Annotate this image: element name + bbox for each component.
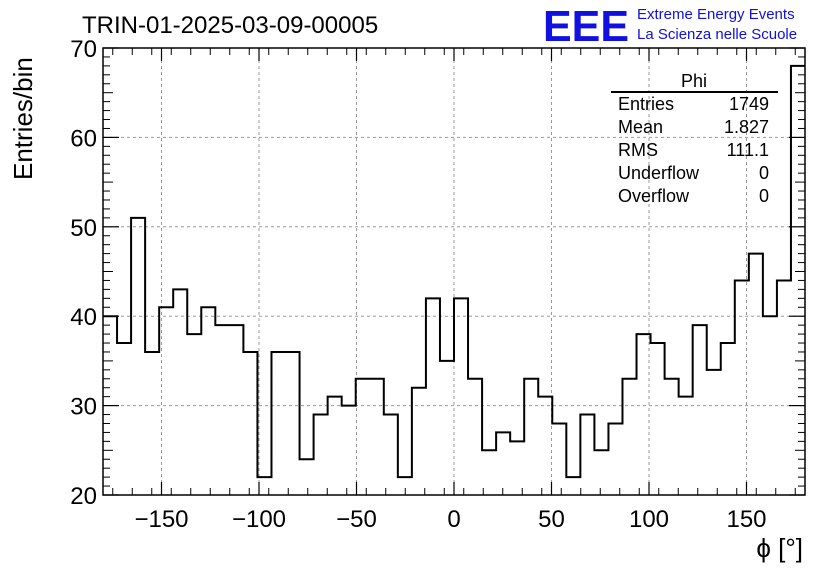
stats-row-value: 1749	[729, 94, 769, 114]
stats-box: Phi Entries 1749 Mean 1.827 RMS 111.1 Underflo…	[611, 71, 778, 206]
project-name: Extreme Energy Events	[637, 6, 795, 23]
stats-row-value: 111.1	[727, 140, 769, 160]
x-tick-label: 50	[538, 506, 565, 533]
stats-row-label: Overflow	[618, 186, 690, 206]
stats-row-label: Entries	[618, 94, 674, 114]
x-tick-label: 0	[447, 506, 460, 533]
eee-logo: EEE	[543, 2, 629, 51]
stats-row-label: RMS	[618, 140, 658, 160]
x-tick-label: −150	[134, 506, 188, 533]
y-tick-label: 20	[70, 483, 97, 510]
project-subtitle: La Scienza nelle Scuole	[637, 26, 797, 43]
x-tick-label: −50	[336, 506, 377, 533]
plot-frame	[102, 47, 806, 496]
stats-row-value: 0	[759, 163, 769, 183]
y-tick-label: 50	[70, 215, 97, 242]
stats-row-value: 0	[759, 186, 769, 206]
stats-row-value: 1.827	[724, 117, 769, 137]
tick-labels: −150 −100 −50 0 50 100 150 20 30 40 50 60 70	[70, 36, 766, 533]
y-tick-label: 40	[70, 304, 97, 331]
y-axis-label: Entries/bin	[8, 57, 38, 180]
stats-row-label: Mean	[618, 117, 663, 137]
y-tick-label: 60	[70, 125, 97, 152]
x-axis-label: ϕ [°]	[756, 533, 803, 563]
x-tick-label: −100	[232, 506, 286, 533]
run-title: TRIN-01-2025-03-09-00005	[82, 12, 378, 39]
histogram-outline	[103, 64, 805, 479]
stats-row-label: Underflow	[618, 163, 700, 183]
x-tick-label: 100	[629, 506, 669, 533]
stats-title: Phi	[681, 71, 707, 91]
stats-rows: Entries 1749 Mean 1.827 RMS 111.1 Underflow 0 Ov…	[618, 94, 769, 206]
x-tick-label: 150	[726, 506, 766, 533]
y-tick-label: 70	[70, 36, 97, 63]
y-tick-label: 30	[70, 394, 97, 421]
axis-ticks	[103, 47, 805, 496]
